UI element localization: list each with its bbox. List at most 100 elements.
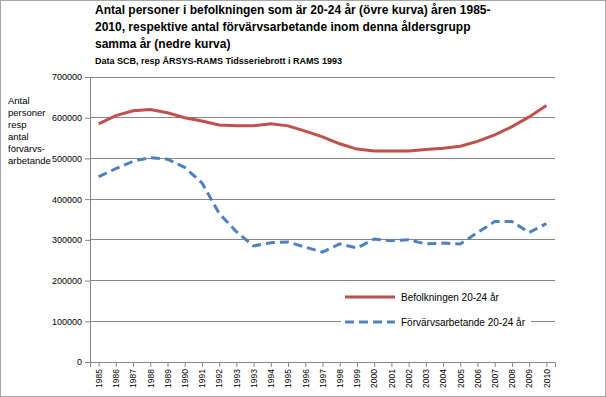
x-tick-mark <box>168 362 169 367</box>
y-tick-mark <box>85 158 90 159</box>
x-axis: 1985198619871988198919901991199219931993… <box>91 362 556 388</box>
x-tick-mark <box>254 362 255 367</box>
x-tick-mark <box>340 362 341 367</box>
y-tick: 600000 <box>52 113 90 123</box>
title-line: Antal personer i befolkningen som är 20-… <box>95 3 490 17</box>
y-tick-mark <box>85 199 90 200</box>
x-tick-mark <box>271 362 272 367</box>
y-axis-title: Antalpersonerrespantalförvärvs-arbetande <box>8 95 51 166</box>
x-tick-label: 2005 <box>455 369 465 388</box>
x-tick-label: 1993 <box>232 369 242 388</box>
y-axis-title-line: antal <box>8 131 29 142</box>
y-tick-mark <box>85 240 90 241</box>
y-tick-label: 500000 <box>52 154 82 164</box>
x-tick: 2001 <box>387 362 397 388</box>
x-tick-label: 1990 <box>180 369 190 388</box>
x-tick-mark <box>116 362 117 367</box>
x-tick-mark <box>357 362 358 367</box>
x-tick-label: 1991 <box>197 369 207 388</box>
grid-line <box>90 117 555 118</box>
x-tick-label: 1987 <box>128 369 138 388</box>
legend-background <box>341 287 531 333</box>
grid-line <box>90 199 555 200</box>
y-axis-title-line: personer <box>8 107 46 118</box>
y-tick-label: 400000 <box>52 195 82 205</box>
x-tick: 1988 <box>145 362 155 388</box>
legend: Befolkningen 20-24 år Förvärvsarbetande 2… <box>341 287 531 333</box>
legend-swatch <box>345 296 395 299</box>
x-tick-mark <box>150 362 151 367</box>
chart-border <box>1 1 606 397</box>
x-tick: 2003 <box>421 362 431 388</box>
x-tick-label: 2000 <box>369 369 379 388</box>
x-tick-mark <box>512 362 513 367</box>
x-tick: 1998 <box>335 362 345 388</box>
x-tick-mark <box>323 362 324 367</box>
legend-label: Befolkningen 20-24 år <box>401 292 500 303</box>
x-tick: 1987 <box>128 362 138 388</box>
y-axis-title-line: Antal <box>8 95 30 106</box>
x-tick-label: 1993 <box>249 369 259 388</box>
x-tick-mark <box>133 362 134 367</box>
y-axis: 0100000200000300000400000500000600000700… <box>52 72 91 367</box>
grid-line <box>90 77 555 78</box>
x-tick-label: 1994 <box>266 369 276 388</box>
y-tick: 500000 <box>52 154 90 164</box>
x-tick-mark <box>391 362 392 367</box>
x-tick-mark <box>185 362 186 367</box>
y-axis-line <box>85 78 91 363</box>
x-tick: 1993 <box>232 362 242 388</box>
y-tick-mark <box>85 77 90 78</box>
x-tick: 1990 <box>180 362 190 388</box>
grid-line <box>90 239 555 240</box>
x-tick: 1991 <box>197 362 207 388</box>
y-tick-label: 200000 <box>52 276 82 286</box>
x-tick: 1986 <box>111 362 121 388</box>
x-tick-label: 1999 <box>352 369 362 388</box>
x-tick-mark <box>219 362 220 367</box>
x-tick-label: 1995 <box>283 369 293 388</box>
x-tick-mark <box>374 362 375 367</box>
x-tick-mark <box>99 362 100 367</box>
x-tick-mark <box>426 362 427 367</box>
x-tick: 1995 <box>283 362 293 388</box>
chart: Antal personer i befolkningen som är 20-… <box>0 0 606 397</box>
y-tick-mark <box>85 362 90 363</box>
y-tick: 300000 <box>52 235 90 245</box>
y-tick: 100000 <box>52 317 90 327</box>
y-tick: 0 <box>77 357 90 367</box>
x-tick-mark <box>478 362 479 367</box>
x-tick-label: 2010 <box>542 369 552 388</box>
x-tick-label: 2008 <box>507 369 517 388</box>
y-tick-label: 600000 <box>52 113 82 123</box>
subtitle: Data SCB, resp ÅRSYS-RAMS Tidsseriebrott… <box>95 56 342 66</box>
legend-label: Förvärvsarbetande 20-24 år <box>401 317 526 328</box>
y-axis-title-line: arbetande <box>8 155 51 166</box>
x-tick-mark <box>529 362 530 367</box>
x-tick-label: 1992 <box>214 369 224 388</box>
x-tick-label: 2003 <box>421 369 431 388</box>
x-tick: 2008 <box>507 362 517 388</box>
y-tick-mark <box>85 281 90 282</box>
x-tick: 1997 <box>318 362 328 388</box>
grid <box>90 77 555 362</box>
x-tick-mark <box>409 362 410 367</box>
y-tick-mark <box>85 118 90 119</box>
series-line <box>99 158 547 252</box>
x-tick: 1993 <box>249 362 259 388</box>
x-tick-mark <box>460 362 461 367</box>
y-axis-title-line: resp <box>8 119 26 130</box>
x-tick: 2002 <box>404 362 414 388</box>
x-tick-label: 1998 <box>335 369 345 388</box>
x-tick: 1999 <box>352 362 362 388</box>
x-tick-label: 2009 <box>524 369 534 388</box>
x-tick-label: 2006 <box>473 369 483 388</box>
x-tick: 2006 <box>473 362 483 388</box>
legend-swatch <box>345 321 395 324</box>
x-tick-mark <box>546 362 547 367</box>
x-tick-label: 2007 <box>490 369 500 388</box>
x-tick-mark <box>443 362 444 367</box>
x-tick-label: 2004 <box>438 369 448 388</box>
y-tick: 400000 <box>52 195 90 205</box>
x-tick-label: 1985 <box>94 369 104 388</box>
